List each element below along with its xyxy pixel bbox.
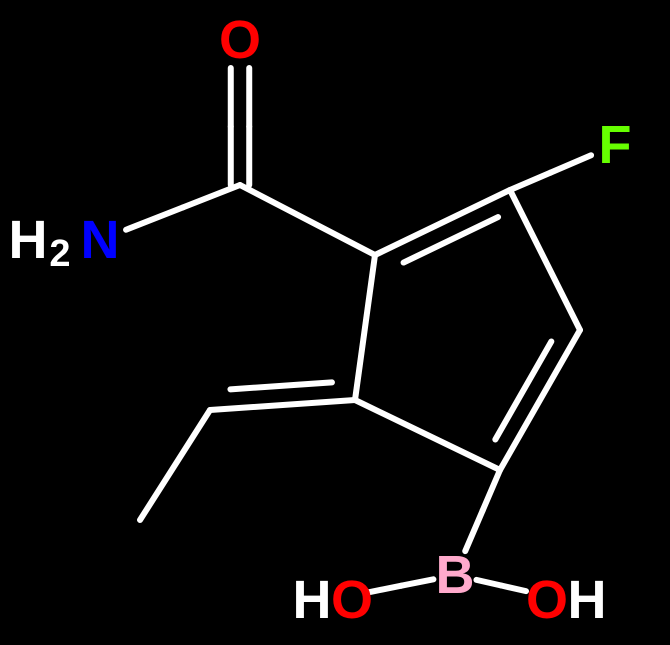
bond [126,207,183,229]
bond [355,400,500,470]
bond [510,173,551,190]
bond [500,330,580,470]
atom-label-part: O [526,570,568,630]
bond [240,185,375,255]
atom-label-part: H [568,570,607,630]
bond [230,382,331,389]
bond [183,185,240,207]
atom-label-part: N [81,210,120,270]
atom-label-part: 2 [49,233,70,275]
bond [140,410,210,520]
atom-o: O [219,10,261,70]
bond [483,470,500,511]
atom-label-part: O [331,570,373,630]
atom-f: F [599,115,632,175]
bond [501,586,526,592]
atom-b: B [436,545,475,605]
atom-label-part: H [9,210,48,270]
bond [551,155,592,172]
bond [369,586,401,592]
bond [476,580,501,586]
bond [355,255,375,400]
molecule-canvas: OH2NFBHOOH [0,0,670,645]
bond [401,579,433,585]
bond [210,400,355,410]
atom-label-part: H [293,570,332,630]
bond [510,190,580,330]
bond [404,217,499,263]
